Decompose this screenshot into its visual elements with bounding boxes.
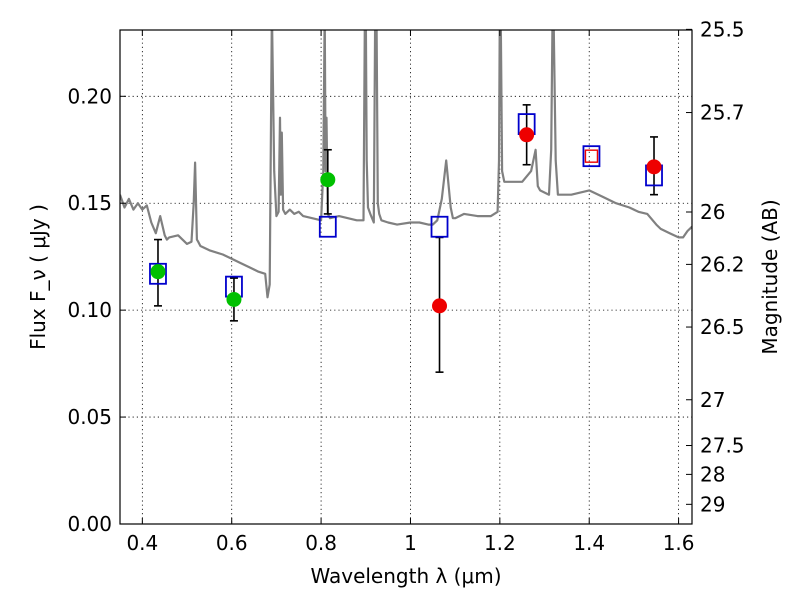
tick-labels: 0.4 0.6 0.8 1 1.2 1.4 1.6 0.00 0.05 0.10 0.15 0.20 2… — [67, 17, 744, 555]
data-point — [150, 264, 166, 280]
model-box — [318, 215, 337, 238]
grid — [120, 30, 692, 525]
data-point — [646, 159, 662, 175]
x-tick-label: 0.4 — [126, 531, 158, 555]
y-tick-label: 0.05 — [67, 405, 112, 429]
y2-axis-title: Magnitude (AB) — [758, 199, 782, 354]
y2-tick-label: 26.2 — [700, 252, 745, 276]
y2-tick-label: 27.5 — [700, 434, 745, 458]
model-boxes — [149, 113, 663, 298]
data-point — [226, 291, 242, 307]
y2-tick-label: 29 — [700, 492, 725, 516]
observed-points — [150, 127, 662, 314]
y-tick-label: 0.00 — [67, 512, 112, 536]
data-point — [320, 172, 336, 188]
y2-tick-label: 25.5 — [700, 17, 745, 41]
y2-tick-label: 26 — [700, 200, 725, 224]
y-axis-title: Flux F_ν ( μJy ) — [26, 204, 50, 350]
model-box — [582, 145, 601, 168]
x-tick-label: 1.6 — [663, 531, 695, 555]
data-point — [432, 298, 448, 314]
x-tick-label: 0.6 — [216, 531, 248, 555]
y2-tick-label: 27 — [700, 388, 725, 412]
y2-tick-label: 25.7 — [700, 101, 745, 125]
model-box — [149, 262, 167, 285]
spectrum — [120, 30, 692, 299]
model-box — [430, 215, 449, 238]
x-tick-label: 1.2 — [484, 531, 516, 555]
spectrum-line — [120, 30, 692, 299]
data-point-open — [584, 149, 599, 163]
x-tick-label: 1 — [404, 531, 417, 555]
data-point — [519, 127, 535, 143]
y-tick-label: 0.15 — [67, 191, 112, 215]
y-tick-label: 0.20 — [67, 84, 112, 108]
y-tick-label: 0.10 — [67, 298, 112, 322]
x-tick-label: 0.8 — [305, 531, 337, 555]
x-axis-title: Wavelength λ (μm) — [310, 564, 501, 588]
error-bars — [153, 104, 659, 373]
y2-tick-label: 28 — [700, 462, 725, 486]
x-tick-label: 1.4 — [573, 531, 605, 555]
plot-frame — [119, 29, 693, 525]
y2-tick-label: 26.5 — [700, 315, 745, 339]
ticks — [120, 28, 692, 525]
